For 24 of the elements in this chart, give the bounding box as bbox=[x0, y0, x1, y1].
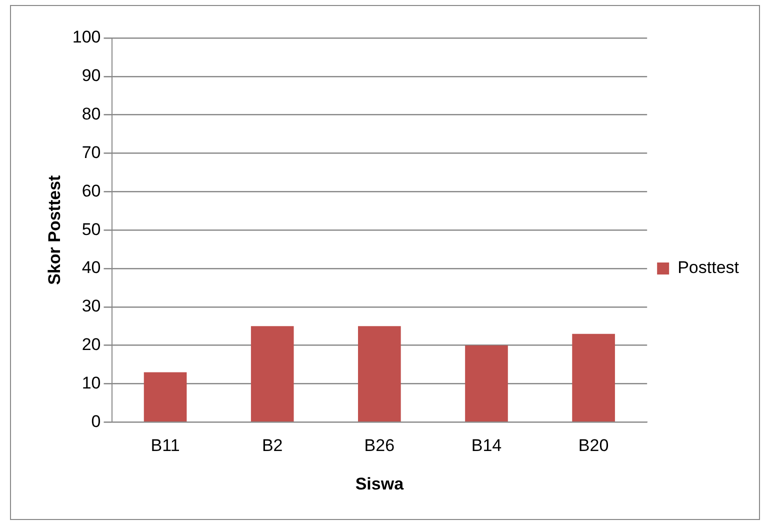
bar bbox=[144, 372, 187, 422]
y-tick-label: 0 bbox=[91, 412, 101, 431]
y-tick-label: 60 bbox=[82, 181, 101, 200]
y-tick-label: 80 bbox=[82, 104, 101, 124]
y-tick-label: 70 bbox=[82, 142, 101, 162]
bar bbox=[572, 334, 615, 422]
y-tick-label: 50 bbox=[82, 220, 101, 239]
y-tick-label: 10 bbox=[82, 373, 101, 392]
bar bbox=[358, 326, 401, 422]
x-tick-label: B2 bbox=[262, 436, 283, 456]
legend-label: Posttest bbox=[678, 258, 740, 278]
y-tick-label: 100 bbox=[72, 28, 101, 47]
y-tick-label: 20 bbox=[82, 335, 101, 354]
bar bbox=[250, 326, 294, 422]
y-tick-label: 90 bbox=[82, 66, 101, 86]
y-tick-label: 40 bbox=[82, 258, 101, 278]
x-tick-label: B14 bbox=[471, 436, 502, 456]
y-axis-title: Skor Posttest bbox=[44, 174, 64, 285]
bar bbox=[465, 345, 508, 422]
y-tick-label: 30 bbox=[82, 296, 101, 316]
x-tick-label: B26 bbox=[364, 436, 395, 456]
x-axis-title: Siswa bbox=[355, 474, 404, 494]
x-tick-label: B11 bbox=[150, 436, 180, 456]
x-tick-label: B20 bbox=[578, 436, 609, 456]
